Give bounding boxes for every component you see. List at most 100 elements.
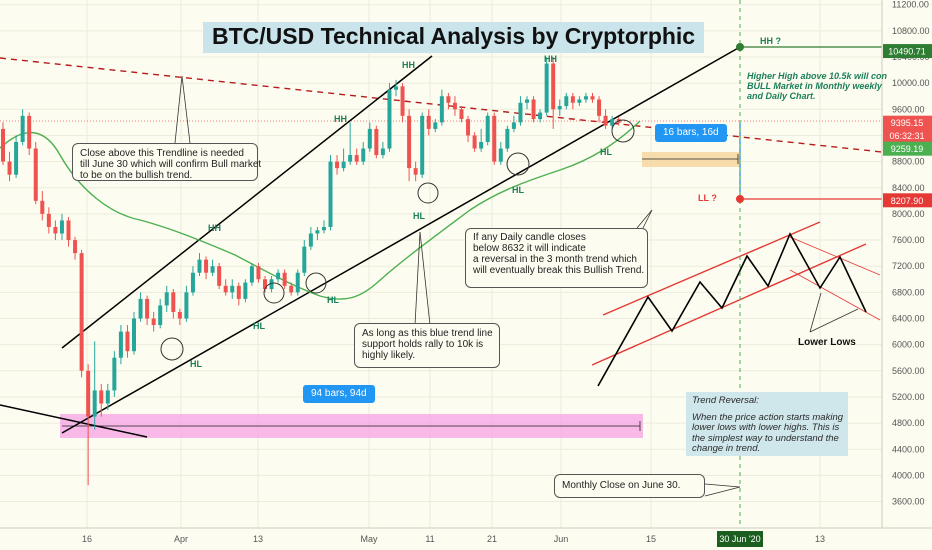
note-line: BULL Market in Monthly weekly: [747, 81, 882, 91]
candle-body: [374, 128, 379, 156]
candle-body: [236, 285, 241, 299]
price-badge-label: 9259.19: [891, 144, 924, 154]
y-tick: 3600.00: [892, 497, 925, 507]
y-tick: 7600.00: [892, 235, 925, 245]
candle-body: [439, 96, 444, 123]
candle-body: [151, 318, 156, 326]
candle-body: [27, 115, 32, 149]
swing-label: HH: [208, 223, 221, 233]
candle-body: [249, 266, 254, 283]
candlesticks: [1, 57, 621, 486]
range-long-badge: 94 bars, 94d: [303, 385, 375, 403]
candle-body: [40, 200, 45, 214]
channel-lower-line: [61, 46, 741, 434]
candle-body: [302, 246, 307, 273]
callout-line: to be on the bullish trend.: [80, 170, 193, 181]
candle-body: [452, 102, 457, 110]
candle-body: [263, 279, 267, 290]
callout-line: As long as this blue trend line: [362, 328, 493, 339]
candle-body: [361, 148, 366, 162]
candle-body: [354, 155, 359, 162]
candle-body: [466, 119, 471, 136]
candle-body: [112, 357, 117, 391]
y-tick: 4000.00: [892, 470, 925, 480]
candle-body: [564, 96, 569, 107]
price-badge: [883, 44, 932, 59]
candle-body: [86, 370, 91, 417]
candle-body: [315, 230, 320, 234]
candle-body: [125, 331, 130, 352]
note-line: and Daily Chart.: [747, 91, 816, 101]
candle-body: [583, 96, 588, 100]
lower-lows-label: Lower Lows: [798, 337, 856, 348]
candle-body: [59, 220, 64, 234]
candle-body: [197, 259, 202, 273]
candle-body: [577, 99, 582, 103]
moving-average-line: [0, 120, 641, 300]
candle-body: [525, 99, 529, 103]
swing-label: HL: [253, 321, 265, 331]
y-tick: 6800.00: [892, 287, 925, 297]
candle-body: [282, 272, 287, 286]
candle-body: [426, 115, 431, 129]
y-tick: 11200.00: [892, 0, 929, 10]
candle-body: [505, 128, 510, 149]
candle-body: [171, 292, 176, 312]
trend-reversal-box: Trend Reversal: When the price action st…: [686, 392, 848, 456]
hh-dot: [736, 43, 744, 51]
swing-label: HH: [402, 60, 415, 70]
trend-reversal-title: Trend Reversal:: [692, 395, 759, 406]
candle-body: [531, 99, 536, 120]
candle-body: [557, 106, 562, 110]
candle-body: [132, 318, 136, 352]
candle-body: [145, 298, 150, 319]
y-tick: 8000.00: [892, 209, 925, 219]
callout-line: a reversal in the 3 month trend which: [473, 254, 637, 265]
candle-body: [603, 115, 608, 126]
daily-close-callout: If any Daily candle closes below 8632 it…: [465, 228, 648, 288]
note-line: the simplest way to understand the: [692, 432, 839, 444]
candle-body: [610, 119, 615, 126]
swing-label: HL: [600, 147, 612, 157]
price-badge: [883, 141, 932, 156]
swing-label: HL: [327, 295, 339, 305]
candle-body: [498, 148, 503, 162]
candle-body: [433, 122, 438, 129]
candle-body: [518, 102, 523, 123]
y-tick: 4400.00: [892, 444, 925, 454]
candle-body: [328, 161, 333, 227]
range-short-badge: 16 bars, 16d: [655, 124, 727, 142]
candle-body: [210, 266, 215, 273]
trendline-callout: Close above this Trendline is needed til…: [72, 143, 262, 181]
y-tick: 5200.00: [892, 392, 925, 402]
candle-body: [407, 115, 412, 169]
callout-line: Monthly Close on June 30.: [562, 480, 681, 491]
ll-dot: [736, 195, 744, 203]
candle-body: [276, 272, 281, 280]
candle-body: [367, 128, 372, 149]
price-axis: [882, 0, 932, 550]
candle-body: [400, 86, 405, 116]
candle-body: [177, 311, 182, 319]
candle-body: [295, 272, 300, 293]
y-tick: 10000.00: [892, 78, 930, 88]
x-tick: 15: [646, 534, 656, 544]
callout-line: below 8632 it will indicate: [473, 243, 586, 254]
date-badge-label: 30 Jun '20: [719, 534, 760, 544]
y-tick: 8400.00: [892, 183, 925, 193]
candle-body: [551, 63, 556, 110]
candle-body: [289, 285, 294, 293]
note-line: When the price action starts making: [692, 411, 844, 423]
note-line: change in trend.: [692, 443, 761, 454]
callout-line: If any Daily candle closes: [473, 232, 586, 243]
candle-body: [256, 266, 261, 280]
price-badge-label: 10490.71: [888, 47, 926, 57]
swing-label: HL: [413, 211, 425, 221]
swing-labels: HH HH HH HH HL HL HL HL HL HL HH ? LL ?: [190, 36, 781, 369]
date-badge: [717, 531, 763, 547]
callout-line: till June 30 which will confirm Bull mar…: [80, 159, 262, 170]
candle-body: [164, 292, 169, 306]
price-badge: [883, 193, 932, 208]
swing-label: HL: [190, 359, 202, 369]
